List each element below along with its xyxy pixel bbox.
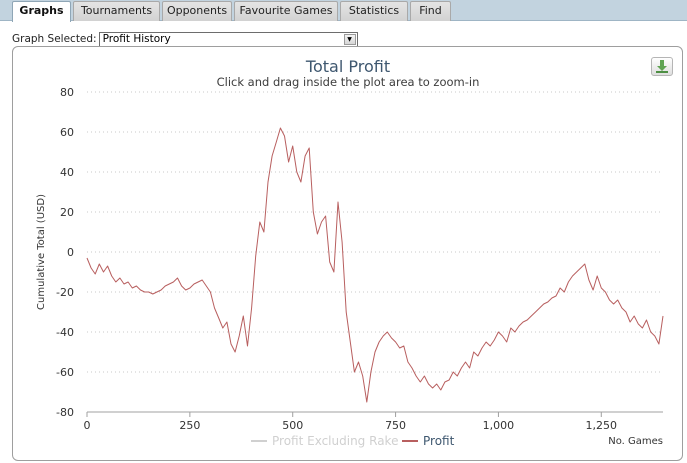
legend-item-profit-excluding-rake[interactable]: Profit Excluding Rake	[272, 434, 398, 448]
tab-bar: Graphs Tournaments Opponents Favourite G…	[0, 0, 687, 22]
series-line-profit[interactable]	[86, 127, 664, 403]
tab-favourite-games[interactable]: Favourite Games	[234, 1, 338, 21]
y-tick-label: -80	[56, 406, 74, 419]
y-axis-ticks: 80 60 40 20 0 -20 -40 -60 -80	[56, 86, 74, 419]
chevron-down-icon[interactable]: ▼	[343, 33, 356, 45]
y-tick-label: 40	[60, 166, 74, 179]
y-axis-title: Cumulative Total (USD)	[36, 194, 47, 310]
legend-item-profit[interactable]: Profit	[423, 434, 455, 448]
x-tick-label: 1,000	[483, 419, 515, 432]
chart-panel	[12, 46, 683, 461]
chart-title: Total Profit	[305, 57, 390, 76]
x-axis-title: No. Games	[608, 436, 663, 447]
x-axis-ticks: 0 250 500 750 1,000 1,250	[84, 412, 618, 432]
chart-subtitle: Click and drag inside the plot area to z…	[217, 75, 480, 89]
y-tick-label: -60	[56, 366, 74, 379]
export-button[interactable]	[651, 57, 673, 76]
tab-find[interactable]: Find	[410, 1, 451, 21]
y-tick-label: 20	[60, 206, 74, 219]
tab-opponents[interactable]: Opponents	[162, 1, 232, 21]
tab-statistics[interactable]: Statistics	[340, 1, 408, 21]
series-group	[86, 127, 664, 403]
legend: Profit Excluding Rake Profit	[251, 434, 455, 448]
y-tick-label: 0	[67, 246, 74, 259]
x-tick-label: 500	[282, 419, 303, 432]
x-tick-label: 250	[179, 419, 200, 432]
x-tick-label: 0	[84, 419, 91, 432]
y-tick-label: 80	[60, 86, 74, 99]
tab-graphs[interactable]: Graphs	[12, 1, 71, 22]
x-tick-label: 1,250	[586, 419, 618, 432]
y-tick-label: -20	[56, 286, 74, 299]
graph-select-value: Profit History	[102, 32, 171, 45]
x-tick-label: 750	[385, 419, 406, 432]
graph-selector-label: Graph Selected:	[12, 33, 97, 45]
tab-tournaments[interactable]: Tournaments	[73, 1, 160, 21]
y-tick-label: -40	[56, 326, 74, 339]
download-icon	[656, 60, 668, 73]
y-tick-label: 60	[60, 126, 74, 139]
gridlines	[87, 91, 663, 373]
